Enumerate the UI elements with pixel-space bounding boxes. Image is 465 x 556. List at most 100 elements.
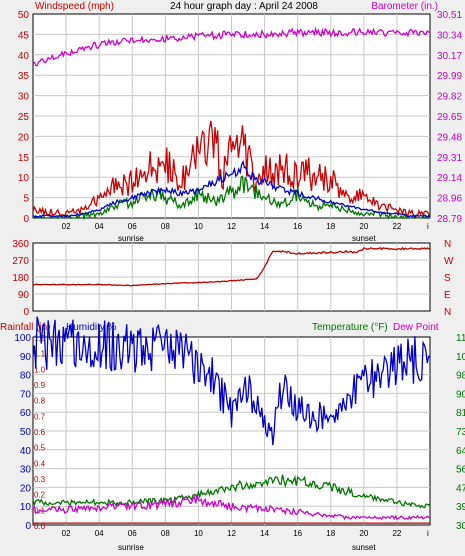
barometer-tick-label: 30.51 <box>437 10 462 21</box>
barometer-tick-label: 28.79 <box>437 214 462 225</box>
wind-direction-tick-label: 0 <box>23 307 29 318</box>
x-end-label-bottom: i <box>427 529 429 538</box>
x-tick-label-top: 06 <box>128 222 137 231</box>
barometer-tick-label: 28.96 <box>437 194 462 205</box>
rainfall-tick-label: 0.9 <box>34 381 46 390</box>
x-tick-label-bottom: 20 <box>359 529 368 538</box>
rainfall-tick-label: 1.0 <box>34 365 46 374</box>
dewpoint-series <box>32 493 431 521</box>
temperature-tick-label: 73 <box>456 427 465 438</box>
temperature-tick-label: 98 <box>456 371 465 382</box>
barometer-tick-label: 29.14 <box>437 173 462 184</box>
windspeed-tick-label: 0 <box>23 214 29 225</box>
humidity-tick-label: 30 <box>20 465 32 476</box>
x-tick-label-bottom: 12 <box>227 529 236 538</box>
x-tick-label-top: 10 <box>194 222 203 231</box>
humidity-tick-label: 20 <box>20 483 32 494</box>
temperature-tick-label: 56 <box>456 465 465 476</box>
humidity-tick-label: 50 <box>20 427 32 438</box>
sunrise-label-top: sunrise <box>118 234 144 243</box>
barometer-tick-label: 29.31 <box>437 153 462 164</box>
dewpoint-axis-title: Dew Point <box>393 322 439 333</box>
wind-direction-tick-label: 90 <box>18 290 30 301</box>
windspeed-tick-label: 35 <box>18 71 30 82</box>
rainfall-tick-label: 1.1 <box>34 350 46 359</box>
temperature-tick-label: 39 <box>456 502 465 513</box>
x-tick-label-top: 04 <box>95 222 104 231</box>
x-tick-label-bottom: 22 <box>392 529 401 538</box>
humidity-tick-label: 70 <box>20 389 32 400</box>
rainfall-tick-label: 0.5 <box>34 444 46 453</box>
windspeed-tick-label: 45 <box>18 30 30 41</box>
humidity-tick-label: 80 <box>20 371 32 382</box>
humidity-tick-label: 0 <box>25 521 31 532</box>
temperature-axis-title: Temperature (°F) <box>312 322 388 333</box>
x-tick-label-top: 16 <box>293 222 302 231</box>
temperature-tick-label: 64 <box>456 446 465 457</box>
x-tick-label-bottom: 18 <box>326 529 335 538</box>
x-tick-label-top: 14 <box>260 222 269 231</box>
windspeed-tick-label: 40 <box>18 51 30 62</box>
rainfall-tick-label: 1.2 <box>34 334 46 343</box>
wind-avg-series <box>32 159 431 218</box>
windspeed-tick-label: 20 <box>18 132 30 143</box>
x-tick-label-top: 20 <box>359 222 368 231</box>
x-tick-label-bottom: 06 <box>128 529 137 538</box>
temperature-tick-label: 30 <box>456 521 465 532</box>
humidity-tick-label: 60 <box>20 408 32 419</box>
rainfall-tick-label: 0.7 <box>34 412 46 421</box>
windspeed-tick-label: 15 <box>18 153 30 164</box>
x-tick-label-bottom: 02 <box>62 529 71 538</box>
x-end-label-top: i <box>427 222 429 231</box>
x-tick-label-top: 02 <box>62 222 71 231</box>
x-tick-label-top: 12 <box>227 222 236 231</box>
rainfall-tick-label: 0.6 <box>34 428 46 437</box>
barometer-tick-label: 29.82 <box>437 92 462 103</box>
x-tick-label-top: 22 <box>392 222 401 231</box>
x-tick-label-top: 08 <box>161 222 170 231</box>
wind-direction-tick-label: 270 <box>12 256 29 267</box>
wind-direction-tick-label: 180 <box>12 273 29 284</box>
humidity-axis-title: Humidity % <box>66 322 117 333</box>
wind-direction-tick-label: 360 <box>12 239 29 250</box>
compass-tick-label: W <box>444 256 454 267</box>
temperature-tick-label: 81 <box>456 408 465 419</box>
rainfall-tick-label: 0.0 <box>34 522 46 531</box>
windspeed-axis-title: Windspeed (mph) <box>35 1 114 12</box>
barometer-axis-title: Barometer (in.) <box>371 1 438 12</box>
compass-tick-label: S <box>444 273 451 284</box>
humidity-series <box>32 316 431 446</box>
temperature-tick-label: 47 <box>456 483 465 494</box>
wind-speed-series <box>32 175 431 221</box>
rainfall-tick-label: 0.4 <box>34 459 46 468</box>
windspeed-tick-label: 5 <box>23 194 29 205</box>
rainfall-tick-label: 0.3 <box>34 475 46 484</box>
compass-tick-label: N <box>444 239 451 250</box>
rainfall-tick-label: 0.2 <box>34 491 46 500</box>
compass-tick-label: E <box>444 290 451 301</box>
temperature-tick-label: 90 <box>456 389 465 400</box>
chart-title: 24 hour graph day : April 24 2008 <box>170 1 318 12</box>
barometer-tick-label: 29.99 <box>437 71 462 82</box>
barometer-tick-label: 29.48 <box>437 132 462 143</box>
humidity-tick-label: 90 <box>20 352 32 363</box>
x-tick-label-bottom: 16 <box>293 529 302 538</box>
barometer-tick-label: 30.17 <box>437 51 462 62</box>
rainfall-axis-title: Rainfall (in) <box>0 322 51 333</box>
rainfall-tick-label: 0.8 <box>34 397 46 406</box>
windspeed-tick-label: 50 <box>18 10 30 21</box>
temperature-tick-label: 115 <box>456 333 465 344</box>
humidity-tick-label: 10 <box>20 502 32 513</box>
windspeed-tick-label: 30 <box>18 92 30 103</box>
humidity-tick-label: 100 <box>14 333 31 344</box>
barometer-tick-label: 29.65 <box>437 112 462 123</box>
windspeed-tick-label: 10 <box>18 173 30 184</box>
temperature-tick-label: 107 <box>456 352 465 363</box>
x-tick-label-bottom: 10 <box>194 529 203 538</box>
sunset-label-top: sunset <box>352 234 376 243</box>
wind-gust-series <box>32 120 430 219</box>
temperature-series <box>32 474 431 509</box>
x-tick-label-bottom: 14 <box>260 529 269 538</box>
